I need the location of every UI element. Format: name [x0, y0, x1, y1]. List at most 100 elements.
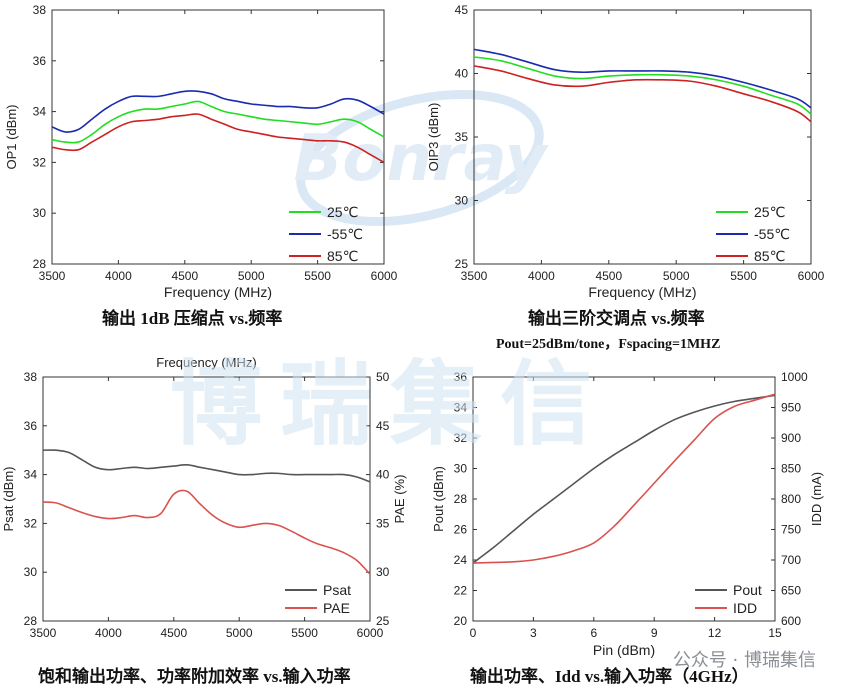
data-point [265, 523, 266, 524]
x-tick-label: 12 [708, 626, 722, 640]
y-tick-label: 26 [454, 523, 468, 537]
data-point [304, 139, 305, 140]
y-tick-label: 36 [24, 419, 38, 433]
data-point [291, 474, 292, 475]
data-point [171, 106, 172, 107]
y2-tick-label: 850 [781, 462, 801, 476]
plot-frame [42, 376, 371, 622]
data-point [131, 96, 132, 97]
y-tick-label: 38 [24, 370, 38, 384]
data-point [472, 562, 473, 563]
data-point [527, 78, 528, 79]
y-tick-label: 32 [33, 155, 47, 169]
data-point [277, 120, 278, 121]
data-point [82, 512, 83, 513]
data-point [158, 96, 159, 97]
data-point [694, 439, 695, 440]
data-point [105, 124, 106, 125]
data-point [226, 523, 227, 524]
x-tick-label: 4500 [171, 269, 198, 283]
y2-tick-label: 25 [376, 614, 390, 628]
series-line [472, 393, 776, 564]
data-point [608, 75, 609, 76]
series--55℃ [473, 48, 812, 109]
data-point [251, 131, 252, 132]
data-point [734, 406, 735, 407]
data-point [224, 124, 225, 125]
series-line [42, 489, 371, 575]
legend-label: 25℃ [327, 204, 358, 220]
data-point [754, 400, 755, 401]
x-tick-label: 5000 [663, 269, 690, 283]
data-point [581, 72, 582, 73]
data-point [330, 103, 331, 104]
data-point [304, 107, 305, 108]
data-point [743, 86, 744, 87]
series-PAE [42, 489, 371, 575]
data-point [714, 418, 715, 419]
series-line [51, 113, 385, 164]
legend-label: 85℃ [754, 248, 785, 264]
data-point [199, 503, 200, 504]
watermark-logo: Bonray [294, 89, 549, 227]
data-point [264, 134, 265, 135]
data-point [797, 98, 798, 99]
data-point [144, 96, 145, 97]
data-point [356, 476, 357, 477]
data-point [160, 467, 161, 468]
legend: Pout IDD [695, 582, 762, 616]
y-tick-label: 32 [454, 431, 468, 445]
y-axis-label: Pout (dBm) [431, 466, 446, 532]
y2-tick-label: 950 [781, 401, 801, 415]
y-tick-label: 28 [454, 492, 468, 506]
data-point [343, 552, 344, 553]
series-line [473, 48, 812, 109]
y-tick-label: 25 [455, 257, 469, 271]
series-line [473, 56, 812, 115]
data-point [290, 121, 291, 122]
data-point [770, 94, 771, 95]
data-point [108, 469, 109, 470]
y-tick-label: 20 [454, 614, 468, 628]
x-tick-label: 4500 [160, 626, 187, 640]
legend-label: 25℃ [754, 204, 785, 220]
data-point [158, 119, 159, 120]
data-point [581, 86, 582, 87]
data-point [144, 120, 145, 121]
data-point [500, 60, 501, 61]
data-point [635, 70, 636, 71]
y-tick-label: 28 [24, 614, 38, 628]
data-point [593, 542, 594, 543]
x-axis-label: Frequency (MHz) [164, 284, 272, 300]
data-point [239, 474, 240, 475]
data-point [513, 530, 514, 531]
footer-watermark: 公众号 · 博瑞集信 [672, 650, 816, 671]
x-tick-label: 6 [590, 626, 597, 640]
x-tick-label: 4000 [528, 269, 555, 283]
x-tick-label: 5500 [730, 269, 757, 283]
data-point [251, 116, 252, 117]
y-tick-label: 30 [24, 565, 38, 579]
data-point [674, 461, 675, 462]
legend-label: -55℃ [327, 226, 363, 242]
series-line [473, 65, 812, 123]
series-line [51, 90, 385, 133]
data-point [493, 562, 494, 563]
data-point [689, 81, 690, 82]
chart-4: 0 3 6 9 12 1520222426283032343660065070075080… [431, 370, 824, 658]
y-tick-label: 45 [455, 3, 469, 17]
series--55℃ [51, 90, 385, 133]
data-point [473, 49, 474, 50]
data-point [317, 140, 318, 141]
y2-tick-label: 1000 [781, 370, 808, 384]
data-point [370, 129, 371, 130]
data-point [105, 108, 106, 109]
legend-label: PAE [323, 600, 350, 616]
data-point [211, 119, 212, 120]
data-point [593, 468, 594, 469]
data-point [91, 141, 92, 142]
data-point [304, 474, 305, 475]
data-point [716, 86, 717, 87]
data-point [527, 68, 528, 69]
